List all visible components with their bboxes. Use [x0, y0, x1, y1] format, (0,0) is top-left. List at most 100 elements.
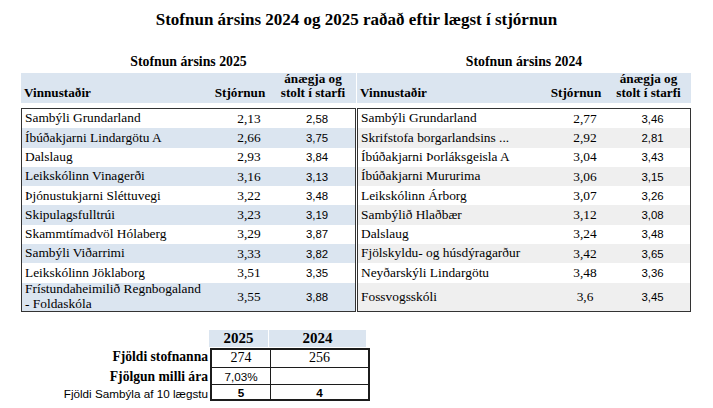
workplace-name-cell: Leikskólinn Jöklaborg	[22, 266, 219, 281]
stjornun-value-cell: 3,23	[219, 207, 279, 223]
summary-value-cell: 5	[212, 385, 271, 399]
stjornun-value-cell: 3,48	[555, 265, 615, 281]
stjornun-value-cell: 3,24	[555, 226, 615, 242]
workplace-name-cell: Þjónustukjarni Sléttuvegi	[22, 189, 219, 204]
table-body-2025: Sambýli Grundarland 2,13 2,58 Íbúðakjarn…	[21, 108, 356, 312]
workplace-name-cell: Sambýli Grundarland	[22, 111, 219, 126]
anaegja-value-cell: 3,87	[279, 228, 355, 240]
stjornun-value-cell: 3,51	[219, 265, 279, 281]
anaegja-value-cell: 3,48	[615, 228, 690, 240]
anaegja-value-cell: 3,75	[279, 132, 355, 144]
column-header-anaegja: ánægja og stolt í starfi	[606, 73, 691, 103]
anaegja-value-cell: 3,45	[615, 291, 690, 303]
summary-labels: Fjöldi stofnanna Fjölgun milli ára Fjöld…	[0, 347, 208, 402]
workplace-name-cell: Fossvogsskóli	[358, 290, 555, 305]
table-row: Sambýli Viðarrimi 3,33 3,82	[22, 244, 355, 263]
stjornun-value-cell: 3,22	[219, 188, 279, 204]
anaegja-value-cell: 3,48	[279, 190, 355, 202]
summary-value-cell: 7,03%	[212, 368, 271, 385]
stjornun-value-cell: 2,13	[219, 111, 279, 127]
workplace-name-cell: Frístundaheimilið Regnbogaland - Foldask…	[22, 282, 219, 311]
stjornun-value-cell: 2,93	[219, 149, 279, 165]
summary-row: 274 256	[212, 350, 368, 367]
summary-value-cell: 4	[271, 385, 368, 399]
table-header-row: Vinnustaðir Stjórnun ánægja og stolt í s…	[357, 73, 691, 103]
table-row: Skammtímadvöl Hólaberg 3,29 3,87	[22, 225, 355, 244]
stjornun-value-cell: 3,04	[555, 149, 615, 165]
summary-col-header-2024: 2024	[268, 330, 366, 347]
table-row: Íbúðakjarni Lindargötu A 2,66 3,75	[22, 128, 355, 147]
table-row: Íbúðakjarni Mururima 3,06 3,15	[358, 167, 690, 186]
summary-col-header-2025: 2025	[209, 330, 268, 347]
table-row: Skrifstofa borgarlandsins ... 2,92 2,81	[358, 128, 690, 147]
workplace-name-cell: Dalslaug	[358, 227, 555, 242]
table-row: Fjölskyldu- og húsdýragarður 3,42 3,65	[358, 244, 690, 263]
summary-row: 7,03%	[212, 367, 368, 385]
workplace-name-cell: Íbúðakjarni Lindargötu A	[22, 131, 219, 146]
stjornun-value-cell: 3,12	[555, 207, 615, 223]
summary-row-label: Fjöldi stofnanna	[0, 347, 208, 367]
summary-table: 274 256 7,03% 5 4	[210, 348, 370, 402]
workplace-name-cell: Dalslaug	[22, 150, 219, 165]
page-title: Stofnun ársins 2024 og 2025 raðað eftir …	[0, 10, 713, 30]
anaegja-value-cell: 3,36	[615, 267, 690, 279]
stjornun-value-cell: 3,55	[219, 289, 279, 305]
column-header-vinnustadir: Vinnustaðir	[21, 73, 210, 103]
stjornun-value-cell: 3,07	[555, 188, 615, 204]
stjornun-value-cell: 3,06	[555, 169, 615, 185]
table-row: Dalslaug 3,24 3,48	[358, 225, 690, 244]
table-2025: Stofnun ársins 2025 Vinnustaðir Stjórnun…	[21, 54, 356, 312]
stjornun-value-cell: 2,77	[555, 111, 615, 127]
workplace-name-cell: Sambýli Viðarrimi	[22, 246, 219, 261]
workplace-name-cell: Sambýlið Hlaðbær	[358, 208, 555, 223]
workplace-name-cell: Skipulagsfulltrúi	[22, 208, 219, 223]
anaegja-value-cell: 3,08	[615, 209, 690, 221]
workplace-name-cell: Skammtímadvöl Hólaberg	[22, 227, 219, 242]
table-row: Leikskólinn Vinagerði 3,16 3,13	[22, 167, 355, 186]
table-row: Dalslaug 2,93 3,84	[22, 148, 355, 167]
column-header-stjornun: Stjórnun	[546, 73, 606, 103]
anaegja-value-cell: 2,58	[279, 113, 355, 125]
table-row: Skipulagsfulltrúi 3,23 3,19	[22, 205, 355, 224]
stjornun-value-cell: 3,29	[219, 226, 279, 242]
summary-row: 5 4	[212, 384, 368, 399]
anaegja-value-cell: 3,43	[615, 151, 690, 163]
anaegja-value-cell: 3,15	[615, 171, 690, 183]
anaegja-value-cell: 3,35	[279, 267, 355, 279]
stjornun-value-cell: 3,42	[555, 246, 615, 262]
table-row: Þjónustukjarni Sléttuvegi 3,22 3,48	[22, 186, 355, 205]
anaegja-value-cell: 3,26	[615, 190, 690, 202]
workplace-name-cell: Sambýli Grundarland	[358, 111, 555, 126]
table-header-row: Vinnustaðir Stjórnun ánægja og stolt í s…	[21, 73, 356, 103]
anaegja-value-cell: 3,84	[279, 151, 355, 163]
summary-value-cell	[271, 368, 368, 385]
anaegja-value-cell: 2,81	[615, 132, 690, 144]
workplace-name-cell: Leikskólinn Vinagerði	[22, 169, 219, 184]
table-row: Sambýli Grundarland 2,13 2,58	[22, 109, 355, 128]
workplace-name-cell: Íbúðakjarni Mururima	[358, 169, 555, 184]
workplace-name-cell: Neyðarskýli Lindargötu	[358, 266, 555, 281]
anaegja-value-cell: 3,65	[615, 248, 690, 260]
summary-value-cell: 274	[212, 350, 271, 367]
stjornun-value-cell: 3,33	[219, 246, 279, 262]
anaegja-value-cell: 3,46	[615, 113, 690, 125]
table-row: Íbúðakjarni Þorláksgeisla A 3,04 3,43	[358, 148, 690, 167]
table-row: Fossvogsskóli 3,6 3,45	[358, 283, 690, 311]
anaegja-value-cell: 3,19	[279, 209, 355, 221]
anaegja-value-cell: 3,82	[279, 248, 355, 260]
table-row: Sambýlið Hlaðbær 3,12 3,08	[358, 205, 690, 224]
anaegja-value-cell: 3,88	[279, 291, 355, 303]
table-row: Sambýli Grundarland 2,77 3,46	[358, 109, 690, 128]
column-header-stjornun: Stjórnun	[210, 73, 270, 103]
workplace-name-cell: Skrifstofa borgarlandsins ...	[358, 131, 555, 146]
summary-header-row: 2025 2024	[209, 330, 366, 347]
stjornun-value-cell: 2,92	[555, 130, 615, 146]
table-body-2024: Sambýli Grundarland 2,77 3,46 Skrifstofa…	[357, 108, 691, 312]
workplace-name-cell: Leikskólinn Árborg	[358, 189, 555, 204]
stjornun-value-cell: 2,66	[219, 130, 279, 146]
stjornun-value-cell: 3,6	[555, 289, 615, 305]
column-header-vinnustadir: Vinnustaðir	[357, 73, 546, 103]
summary-row-label: Fjöldi Sambýla af 10 lægstu	[0, 386, 208, 402]
table-row: Neyðarskýli Lindargötu 3,48 3,36	[358, 263, 690, 282]
table-row: Frístundaheimilið Regnbogaland - Foldask…	[22, 283, 355, 311]
